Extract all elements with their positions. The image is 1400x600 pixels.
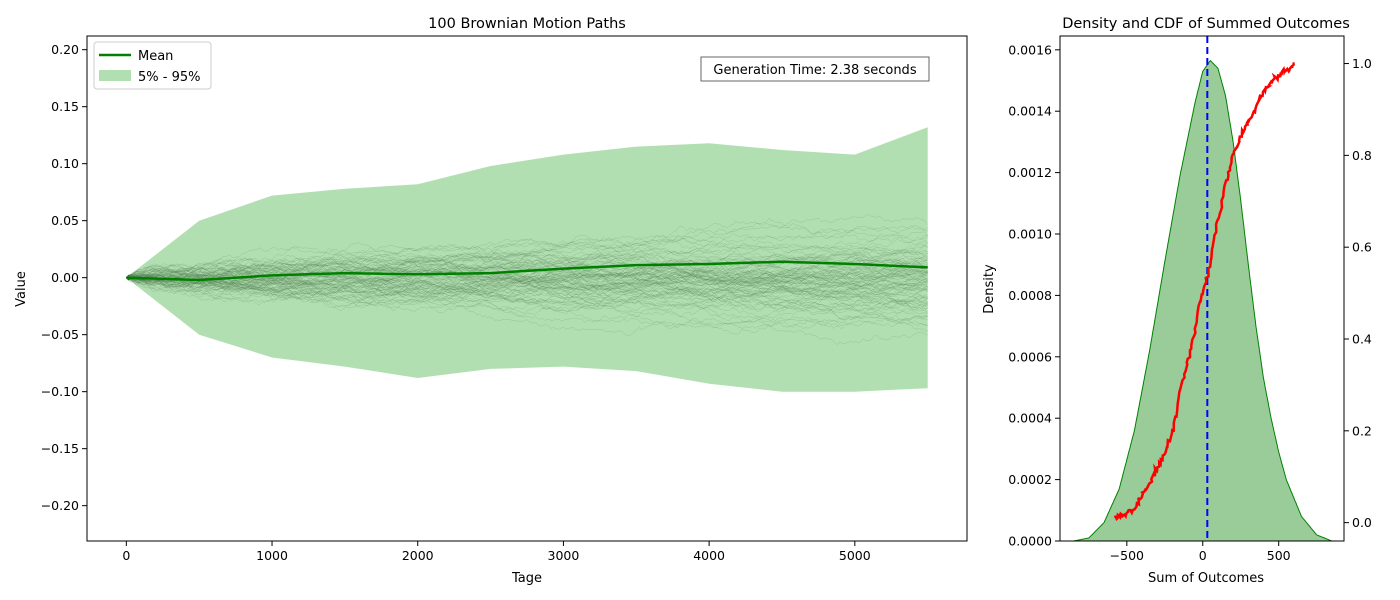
y2-tick-label: 0.4	[1352, 332, 1372, 347]
right-chart: −500 0 500 0.00000.00020.00040.00060.00080…	[982, 16, 1372, 586]
y2-tick-label: 0.0	[1352, 515, 1372, 530]
x-tick-label: 500	[1267, 548, 1291, 563]
generation-time-annotation: Generation Time: 2.38 seconds	[700, 56, 930, 82]
y-tick-label: 0.0010	[1008, 227, 1052, 242]
y2-tick-label: 0.8	[1352, 148, 1372, 163]
y-tick-label: 0.0014	[1008, 104, 1052, 119]
y-tick-label: 0.0000	[1008, 534, 1052, 549]
legend-band-label: 5% - 95%	[138, 70, 200, 85]
y-tick-label: 0.10	[51, 156, 79, 171]
legend: Mean 5% - 95%	[93, 41, 212, 90]
y2-tick-label: 0.6	[1352, 240, 1372, 255]
y-tick-label: 0.0012	[1008, 165, 1052, 180]
y-tick-label: −0.05	[41, 327, 79, 342]
y-tick-label: 0.0008	[1008, 288, 1052, 303]
y-tick-label: −0.15	[41, 441, 79, 456]
y-tick-label: 0.20	[51, 42, 79, 57]
y-tick-label: 0.05	[51, 213, 79, 228]
mean-line	[126, 260, 928, 282]
y-tick-label: 0.00	[51, 270, 79, 285]
left-y-ticks: −0.20 −0.15 −0.10 −0.05 0.00 0.05 0.10 0.15 0.20	[41, 42, 87, 513]
x-tick-label: −500	[1110, 548, 1144, 563]
right-y-axis-label: Density	[982, 264, 997, 314]
density-area	[1073, 59, 1333, 542]
x-tick-label: 3000	[548, 548, 580, 563]
y-tick-label: 0.15	[51, 99, 79, 114]
annotation-text: Generation Time: 2.38 seconds	[713, 63, 916, 78]
y-tick-label: 0.0004	[1008, 411, 1052, 426]
y-tick-label: −0.10	[41, 384, 79, 399]
x-tick-label: 0	[122, 548, 130, 563]
left-axes-frame	[86, 35, 968, 542]
x-tick-label: 5000	[839, 548, 871, 563]
x-tick-label: 4000	[693, 548, 725, 563]
legend-band-swatch	[99, 70, 131, 81]
x-tick-label: 2000	[402, 548, 434, 563]
right-axes-frame	[1059, 35, 1345, 542]
annotation-box	[700, 56, 930, 82]
y-tick-label: −0.20	[41, 498, 79, 513]
left-chart-title: 100 Brownian Motion Paths	[428, 16, 626, 32]
legend-mean-label: Mean	[138, 49, 173, 64]
left-x-axis-label: Tage	[511, 571, 542, 586]
percentile-band	[126, 127, 928, 392]
right-secondary-y-ticks: 0.0 0.2 0.4 0.6 0.8 1.0	[1344, 56, 1372, 530]
y2-tick-label: 0.2	[1352, 423, 1372, 438]
right-x-ticks: −500 0 500	[1110, 541, 1291, 563]
y-tick-label: 0.0016	[1008, 42, 1052, 57]
left-x-ticks: 0 1000 2000 3000 4000 5000	[122, 541, 871, 563]
x-tick-label: 1000	[256, 548, 288, 563]
y-tick-label: 0.0006	[1008, 349, 1052, 364]
right-chart-title: Density and CDF of Summed Outcomes	[1062, 16, 1350, 32]
cdf-line	[1113, 62, 1295, 521]
left-chart: 0 1000 2000 3000 4000 5000 −0.20−0.15−0.10−0.…	[14, 16, 968, 586]
x-tick-label: 0	[1199, 548, 1207, 563]
right-x-axis-label: Sum of Outcomes	[1148, 571, 1264, 586]
y-tick-label: 0.0002	[1008, 472, 1052, 487]
y2-tick-label: 1.0	[1352, 56, 1372, 71]
left-y-axis-label: Value	[14, 271, 29, 307]
right-y-ticks: 0.0000 0.0002 0.0004 0.0006 0.0008 0.0010 0.00…	[1008, 42, 1060, 549]
